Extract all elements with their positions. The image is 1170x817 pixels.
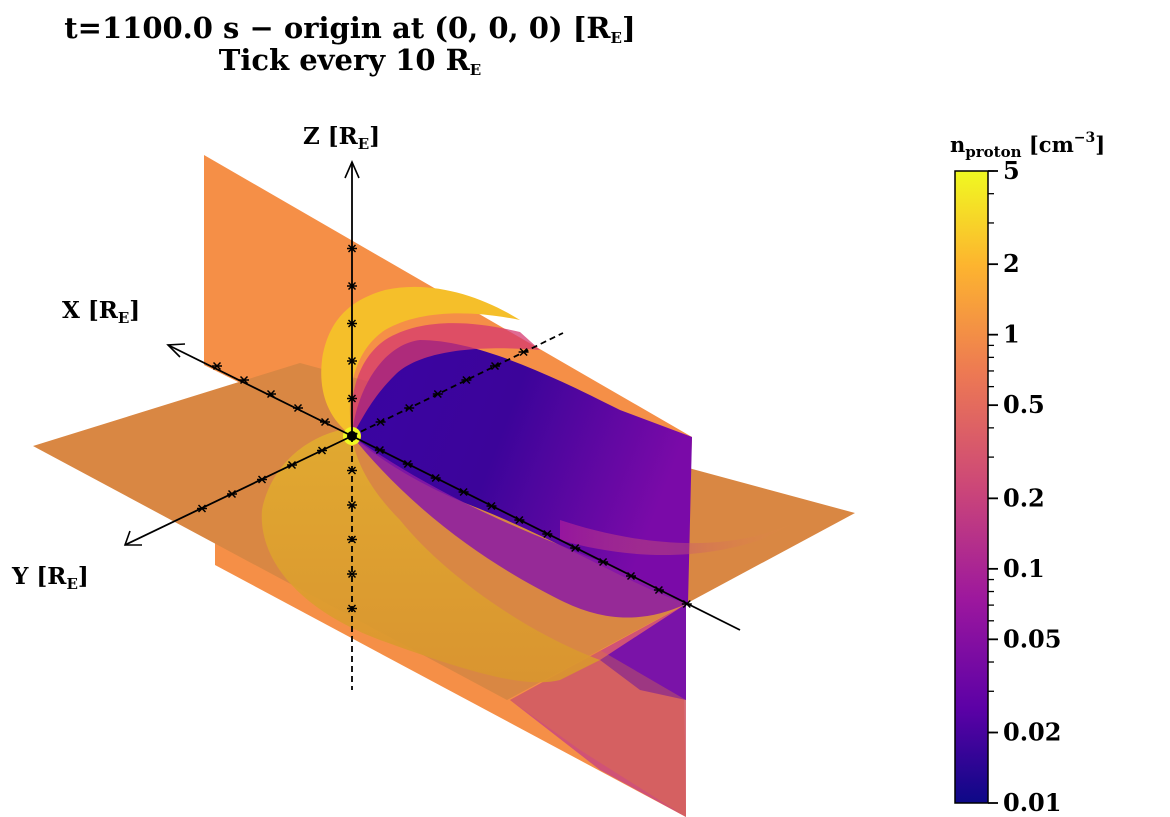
y-axis-tick-back: [515, 515, 524, 525]
chart-title-line1: t=1100.0 s − origin at (0, 0, 0) [RE]: [64, 11, 636, 47]
x-axis-line: [167, 344, 353, 437]
y-axis-tick-back: [626, 571, 636, 581]
y-axis-tick: [317, 446, 327, 455]
chart-title-line2: Tick every 10 RE: [218, 43, 482, 79]
z-axis-tick: [347, 244, 357, 253]
z-axis-arrow: [344, 160, 360, 179]
y-axis-tick: [257, 475, 267, 484]
x-axis-tick-back: [519, 347, 528, 357]
axis-ticks: [197, 244, 692, 613]
y-axis-tick-back: [599, 557, 608, 567]
z-axis-tick-down: [347, 569, 357, 579]
y-axis-tick-back: [431, 473, 440, 483]
colorbar-tick-label: 1: [1003, 320, 1020, 349]
z-axis-tick-down: [347, 466, 357, 475]
y-axis-tick-back: [487, 501, 496, 511]
xy-plane: [33, 363, 855, 700]
z-axis-label: Z [RE]: [303, 123, 381, 153]
z-axis-tick-down: [347, 500, 357, 510]
z-axis-tick: [347, 319, 357, 328]
y-axis-tick-back: [375, 445, 384, 455]
bow-shock-vertical: [321, 286, 520, 436]
colorbar: [954, 170, 989, 804]
lower-tail-sheath: [510, 650, 686, 817]
colorbar-tick-label: 0.01: [1003, 788, 1061, 817]
y-axis-tick-back: [543, 529, 552, 539]
x-axis-tick-back: [376, 417, 385, 427]
x-axis-tick: [293, 403, 303, 413]
colorbar-tick-label: 0.02: [1003, 718, 1061, 747]
y-axis-tick-back: [403, 459, 412, 469]
x-axis-tick-back: [433, 389, 442, 399]
x-axis-tick-back: [405, 403, 414, 413]
magnetosheath-vertical: [351, 323, 540, 436]
x-axis-tick: [320, 417, 330, 427]
z-axis-tick-down: [347, 535, 357, 544]
origin-marker: [347, 431, 357, 441]
colorbar-tick-label: 0.2: [1003, 483, 1045, 512]
y-axis-tick-back: [654, 585, 663, 595]
y-axis-tick-back: [459, 487, 468, 497]
x-axis-tick: [266, 389, 276, 399]
magnetotail-horizontal: [352, 436, 686, 618]
y-axis-line-front: [124, 435, 353, 546]
x-axis-label: X [RE]: [62, 297, 141, 327]
y-axis-tick: [227, 489, 237, 499]
x-axis-tick: [212, 361, 222, 371]
bow-shock-horizontal: [261, 430, 600, 683]
y-axis-arrow: [123, 530, 142, 546]
colorbar-label: nproton [cm−3]: [950, 130, 1106, 161]
z-axis-tick: [347, 356, 357, 366]
colorbar-tick-label: 5: [1003, 156, 1020, 185]
x-axis-tick: [239, 375, 249, 385]
y-axis-label: Y [RE]: [12, 563, 89, 593]
y-axis-tick-back: [682, 599, 691, 609]
colorbar-tick-label: 0.05: [1003, 624, 1061, 653]
x-axis-arrow: [166, 343, 186, 358]
y-axis-tick-back: [571, 543, 580, 553]
colorbar-tick-label: 2: [1003, 249, 1020, 278]
y-axis-tick: [287, 460, 297, 470]
x-axis-tick-back: [490, 361, 500, 371]
x-axis-tick-back: [462, 375, 471, 385]
colorbar-tick-label: 0.1: [1003, 554, 1045, 583]
y-axis-tick: [197, 504, 207, 513]
z-axis-tick: [347, 394, 357, 403]
colorbar-ticks: 5 2 1 0.5 0.2 0.1 0.05 0.02 0.01: [988, 156, 1061, 817]
colorbar-tick-label: 0.5: [1003, 390, 1045, 419]
z-axis-tick-down: [347, 604, 357, 613]
lower-tail-dark: [600, 604, 686, 700]
x-axis-line-back: [351, 332, 564, 437]
tail-fade: [560, 520, 800, 555]
z-axis-tick: [347, 281, 357, 291]
